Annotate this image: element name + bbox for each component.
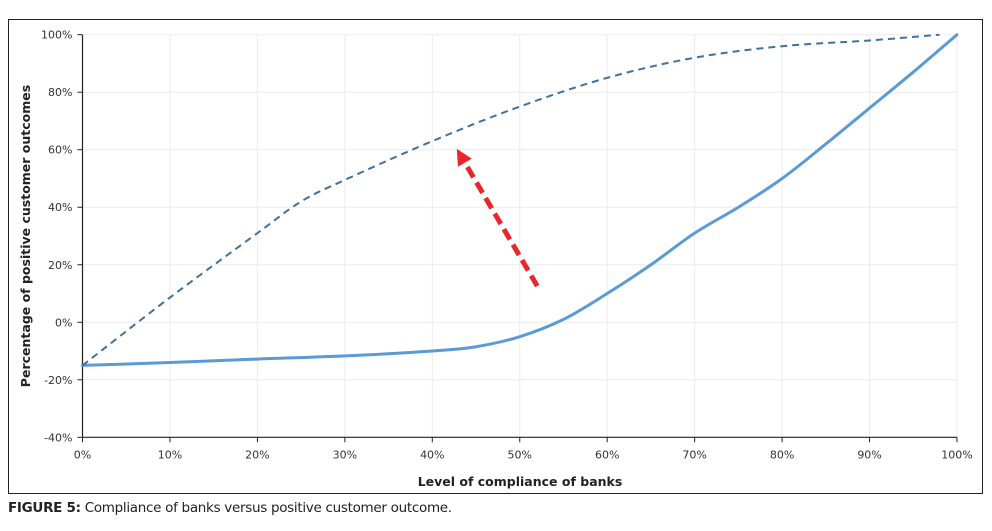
x-tick-label: 50%: [508, 448, 532, 461]
series-line-improved: [81, 33, 940, 367]
arrow-shaft: [462, 161, 540, 288]
x-tick-label: 60%: [595, 448, 619, 461]
x-tick-label: 90%: [857, 448, 881, 461]
x-axis-title: Level of compliance of banks: [418, 474, 623, 489]
y-tick-label: -40%: [44, 431, 72, 444]
y-tick-label: 20%: [48, 259, 72, 272]
chart-frame: [8, 19, 983, 494]
figure-caption: FIGURE 5: Compliance of banks versus pos…: [8, 500, 452, 516]
annotations: [456, 148, 540, 288]
x-tick-label: 0%: [74, 448, 91, 461]
y-tick-label: 80%: [48, 86, 72, 99]
x-tick-label: 70%: [682, 448, 706, 461]
caption-text: Compliance of banks versus positive cust…: [80, 500, 452, 516]
gridlines: [82, 34, 958, 438]
x-tick-label: 80%: [770, 448, 794, 461]
series-line-current: [81, 33, 959, 367]
x-tick-label: 10%: [158, 448, 182, 461]
y-axis-title: Percentage of positive customer outcomes: [18, 85, 33, 387]
x-tick-label: 100%: [941, 448, 972, 461]
caption-label: FIGURE 5:: [8, 500, 81, 516]
y-tick-label: 0%: [55, 316, 72, 329]
y-tick-label: 60%: [48, 144, 72, 157]
x-tick-label: 20%: [245, 448, 269, 461]
y-tick-label: -20%: [44, 374, 72, 387]
y-tick-label: 40%: [48, 201, 72, 214]
series-group: [81, 33, 959, 367]
axes: 0% 10% 20% 30% 40% 50% 60% 70% 80% 90% 100% 100% 80%…: [41, 29, 973, 462]
arrow-head-icon: [456, 148, 472, 167]
x-tick-label: 40%: [420, 448, 444, 461]
x-tick-label: 30%: [333, 448, 357, 461]
y-tick-label: 100%: [41, 29, 72, 42]
